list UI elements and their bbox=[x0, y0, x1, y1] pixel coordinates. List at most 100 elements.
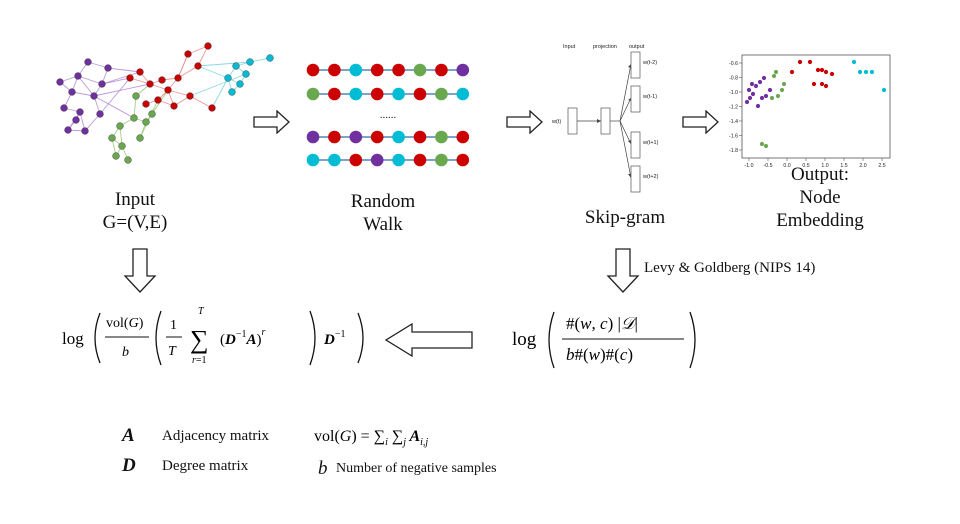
scatter-point bbox=[863, 69, 869, 75]
random-walk-sequences: ...... bbox=[306, 63, 470, 167]
svg-text:vol(G): vol(G) bbox=[106, 316, 144, 331]
walk-node bbox=[413, 130, 427, 144]
graph-node bbox=[204, 42, 212, 50]
pmi-formula: log #(w, c) |𝒟| b#(w)#(c) bbox=[512, 311, 696, 369]
scatter-point bbox=[746, 87, 752, 93]
walk-node bbox=[328, 130, 341, 144]
scatter-point bbox=[769, 95, 775, 101]
scatter-point bbox=[789, 69, 795, 75]
scatter-point bbox=[781, 81, 787, 87]
legend-d-text: Degree matrix bbox=[162, 458, 249, 474]
graph-node bbox=[108, 134, 116, 142]
graph-node bbox=[132, 92, 140, 100]
walk-node bbox=[435, 153, 448, 167]
vol-formula: vol(G) = ∑i ∑j Ai,j bbox=[314, 428, 428, 448]
reference-label: Levy & Goldberg (NIPS 14) bbox=[644, 260, 816, 276]
embedding-scatter: -1.0 -0.5 0.0 0.5 1.0 1.5 2.0 2.5 -0.6 -0.8 -1.0 -1… bbox=[729, 54, 891, 169]
walk-node bbox=[392, 153, 405, 167]
random-walk-caption-line2: Walk bbox=[363, 214, 403, 235]
input-caption-line1: Input bbox=[114, 189, 156, 210]
scatter-point bbox=[811, 81, 817, 87]
graph-node bbox=[126, 74, 134, 82]
graph-node bbox=[170, 102, 178, 110]
skipgram-output-box-1 bbox=[630, 51, 641, 79]
legend-b-text: Number of negative samples bbox=[336, 461, 497, 476]
graph-node bbox=[90, 92, 98, 100]
scatter-y-tick: -1.6 bbox=[729, 134, 738, 140]
graph-node bbox=[56, 78, 64, 86]
scatter-y-tick: -1.4 bbox=[729, 119, 738, 125]
graph-node bbox=[118, 142, 126, 150]
graph-node bbox=[146, 80, 154, 88]
output-caption-line3: Embedding bbox=[776, 210, 864, 231]
scatter-point bbox=[819, 67, 825, 73]
scatter-point bbox=[757, 79, 763, 85]
scatter-x-tick: -1.0 bbox=[745, 163, 754, 169]
skipgram-output-header: output bbox=[629, 44, 645, 50]
walk-node bbox=[392, 63, 405, 77]
svg-text:r=1: r=1 bbox=[192, 355, 207, 366]
random-walk-caption: Random Walk bbox=[328, 190, 438, 236]
walk-node bbox=[328, 87, 341, 101]
legend-b-symbol: b bbox=[318, 458, 328, 479]
graph-node bbox=[136, 68, 144, 76]
arrow-left bbox=[384, 323, 473, 357]
graph-node bbox=[174, 74, 182, 82]
walk-node bbox=[456, 153, 470, 167]
graph-node bbox=[158, 76, 166, 84]
graph-node bbox=[184, 50, 192, 58]
walk-node bbox=[349, 87, 363, 101]
scatter-x-tick: 0.5 bbox=[802, 163, 809, 169]
scatter-point bbox=[759, 95, 765, 101]
walk-node bbox=[392, 87, 405, 101]
graph-node bbox=[224, 74, 232, 82]
scatter-x-tick: 1.5 bbox=[840, 163, 847, 169]
graph-node bbox=[130, 114, 138, 122]
graph-node bbox=[266, 54, 274, 62]
scatter-x-tick: 0.0 bbox=[783, 163, 790, 169]
scatter-point bbox=[881, 87, 887, 93]
arrow-right-1 bbox=[253, 110, 290, 134]
svg-text:b#(w)#(c): b#(w)#(c) bbox=[566, 345, 633, 364]
random-walk-caption-line1: Random bbox=[350, 191, 416, 212]
graph-node bbox=[228, 88, 236, 96]
scatter-point bbox=[819, 81, 825, 87]
graph-node bbox=[104, 64, 112, 72]
scatter-y-tick: -0.6 bbox=[729, 61, 738, 67]
graph-node bbox=[64, 126, 72, 134]
scatter-point bbox=[771, 73, 777, 79]
walk-node bbox=[328, 153, 341, 167]
walk-node bbox=[370, 153, 384, 167]
skipgram-input-box bbox=[567, 107, 578, 135]
graph-node bbox=[72, 116, 80, 124]
graph-node bbox=[96, 110, 104, 118]
svg-text:∑: ∑ bbox=[190, 325, 209, 354]
legend-a-text: Adjacency matrix bbox=[162, 428, 270, 444]
scatter-point bbox=[829, 71, 835, 77]
scatter-point bbox=[750, 91, 756, 97]
scatter-point bbox=[763, 93, 769, 99]
svg-text:D−1: D−1 bbox=[323, 329, 345, 348]
graph-node bbox=[112, 152, 120, 160]
input-caption: Input G=(V,E) bbox=[80, 188, 190, 234]
walk-node bbox=[370, 130, 384, 144]
skipgram-output-box-3 bbox=[630, 131, 641, 159]
graph-node bbox=[84, 58, 92, 66]
graph-node bbox=[142, 100, 150, 108]
scatter-point bbox=[747, 95, 753, 101]
scatter-y-tick: -0.8 bbox=[729, 76, 738, 82]
walk-node bbox=[435, 130, 448, 144]
arrow-down-right bbox=[606, 248, 640, 293]
svg-text:b: b bbox=[122, 345, 129, 360]
graph-node bbox=[154, 96, 162, 104]
svg-text:#(w, c) |𝒟|: #(w, c) |𝒟| bbox=[566, 314, 638, 333]
skipgram-center-word: w(t) bbox=[551, 119, 561, 125]
graph-node bbox=[68, 88, 76, 96]
svg-text:(D−1A)r: (D−1A)r bbox=[220, 327, 266, 348]
scatter-point bbox=[869, 69, 875, 75]
graph-node bbox=[136, 134, 144, 142]
skipgram-output-label-2: w(t-1) bbox=[642, 94, 657, 100]
walk-node bbox=[349, 130, 363, 144]
graph-node bbox=[81, 127, 89, 135]
graph-node bbox=[208, 104, 216, 112]
